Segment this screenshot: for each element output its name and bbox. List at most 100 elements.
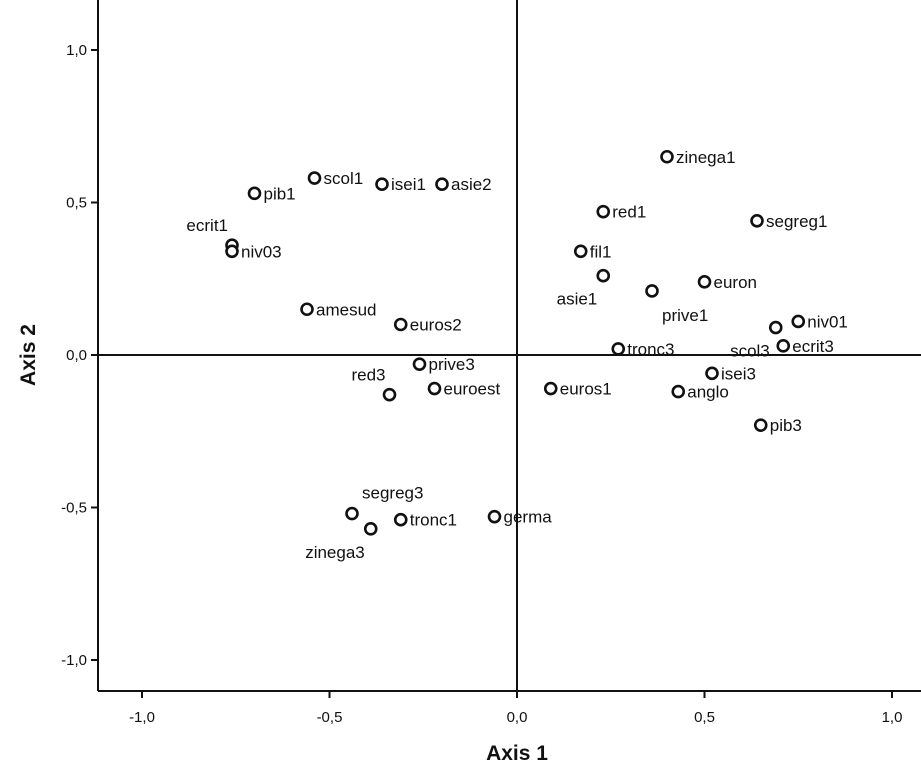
point-zinega3: zinega3 bbox=[305, 522, 378, 562]
point-marker bbox=[393, 317, 408, 332]
y-tick-label: -0,5 bbox=[61, 500, 87, 517]
point-marker bbox=[247, 186, 262, 201]
point-label: scol3 bbox=[730, 342, 770, 361]
point-marker bbox=[645, 284, 659, 298]
y-tick-label: 0,0 bbox=[66, 347, 87, 364]
point-marker bbox=[768, 320, 783, 335]
point-label: zinega1 bbox=[676, 148, 736, 167]
point-marker bbox=[753, 418, 768, 432]
point-marker bbox=[345, 506, 359, 521]
point-euroest: euroest bbox=[427, 380, 501, 399]
point-marker bbox=[307, 171, 322, 185]
data-points: zinega1 red1 segreg1 fil1 asie1 euron prive1 ni… bbox=[186, 148, 847, 562]
point-label: niv03 bbox=[241, 242, 282, 261]
point-label: euroest bbox=[444, 380, 501, 399]
point-label: ecrit1 bbox=[186, 216, 228, 235]
point-label: isei3 bbox=[721, 364, 756, 383]
reference-lines bbox=[98, 0, 921, 691]
point-prive3: prive3 bbox=[412, 355, 475, 374]
point-amesud: amesud bbox=[300, 300, 376, 319]
point-marker bbox=[611, 342, 626, 356]
point-pib3: pib3 bbox=[753, 416, 802, 435]
point-marker bbox=[697, 274, 712, 289]
point-label: red1 bbox=[612, 203, 646, 222]
point-scol1: scol1 bbox=[307, 169, 364, 188]
point-label: asie2 bbox=[451, 175, 492, 194]
point-euros2: euros2 bbox=[393, 316, 462, 335]
point-segreg1: segreg1 bbox=[750, 212, 827, 231]
point-label: ecrit3 bbox=[792, 337, 834, 356]
point-marker bbox=[750, 214, 764, 228]
point-label: euros2 bbox=[410, 316, 462, 335]
point-zinega1: zinega1 bbox=[660, 148, 736, 167]
point-label: prive1 bbox=[662, 306, 708, 325]
point-scol3: scol3 bbox=[730, 320, 783, 361]
point-tronc3: tronc3 bbox=[611, 340, 675, 359]
point-euros1: euros1 bbox=[543, 380, 612, 399]
y-axis: -1,0 -0,5 0,0 0,5 1,0 bbox=[61, 42, 98, 669]
point-label: niv01 bbox=[807, 312, 848, 331]
point-segreg3: segreg3 bbox=[345, 484, 423, 521]
point-red3: red3 bbox=[351, 366, 397, 402]
point-label: segreg3 bbox=[362, 484, 423, 503]
point-label: tronc1 bbox=[410, 511, 457, 530]
point-fil1: fil1 bbox=[573, 242, 612, 261]
point-pib1: pib1 bbox=[247, 184, 296, 203]
point-marker bbox=[300, 302, 314, 317]
point-niv01: niv01 bbox=[791, 312, 848, 331]
point-marker bbox=[363, 522, 378, 536]
plot-frame bbox=[97, 0, 921, 692]
x-tick-label: -1,0 bbox=[129, 709, 155, 726]
point-isei1: isei1 bbox=[375, 175, 426, 194]
point-marker bbox=[705, 366, 719, 381]
point-marker bbox=[671, 384, 686, 399]
point-label: segreg1 bbox=[766, 212, 827, 231]
point-label: euron bbox=[714, 273, 757, 292]
point-marker bbox=[412, 357, 427, 371]
y-tick-label: 0,5 bbox=[66, 195, 87, 212]
point-marker bbox=[427, 381, 442, 396]
point-label: zinega3 bbox=[305, 543, 365, 562]
point-niv03: niv03 bbox=[225, 242, 282, 261]
point-label: anglo bbox=[687, 383, 729, 402]
point-marker bbox=[543, 381, 558, 396]
point-label: prive3 bbox=[429, 355, 475, 374]
point-label: tronc3 bbox=[627, 340, 674, 359]
point-ecrit3: ecrit3 bbox=[776, 337, 834, 356]
x-tick-label: -0,5 bbox=[317, 709, 343, 726]
point-red1: red1 bbox=[596, 203, 646, 222]
point-label: isei1 bbox=[391, 175, 426, 194]
y-tick-label: -1,0 bbox=[61, 652, 87, 669]
y-axis-title: Axis 2 bbox=[17, 324, 40, 386]
point-marker bbox=[776, 339, 791, 353]
point-label: pib3 bbox=[770, 416, 802, 435]
point-isei3: isei3 bbox=[705, 364, 756, 383]
point-marker bbox=[435, 177, 449, 191]
point-tronc1: tronc1 bbox=[393, 511, 457, 530]
point-euron: euron bbox=[697, 273, 757, 292]
point-label: euros1 bbox=[560, 380, 612, 399]
point-marker bbox=[596, 268, 611, 283]
point-label: germa bbox=[504, 508, 553, 527]
point-asie2: asie2 bbox=[435, 175, 492, 194]
x-axis-title: Axis 1 bbox=[486, 742, 548, 765]
y-tick-label: 1,0 bbox=[66, 42, 87, 59]
point-anglo: anglo bbox=[671, 383, 729, 402]
point-marker bbox=[225, 244, 239, 259]
x-tick-label: 1,0 bbox=[882, 709, 903, 726]
point-germa: germa bbox=[487, 508, 553, 527]
point-label: amesud bbox=[316, 300, 376, 319]
point-marker bbox=[375, 177, 389, 191]
point-prive1: prive1 bbox=[645, 284, 708, 325]
point-label: scol1 bbox=[324, 169, 364, 188]
point-label: asie1 bbox=[557, 290, 598, 309]
point-label: pib1 bbox=[264, 184, 296, 203]
point-asie1: asie1 bbox=[557, 268, 611, 309]
point-marker bbox=[487, 509, 502, 524]
point-marker bbox=[660, 149, 674, 164]
point-marker bbox=[382, 387, 397, 402]
x-tick-label: 0,0 bbox=[507, 709, 528, 726]
point-marker bbox=[393, 512, 408, 527]
point-label: fil1 bbox=[590, 242, 612, 261]
